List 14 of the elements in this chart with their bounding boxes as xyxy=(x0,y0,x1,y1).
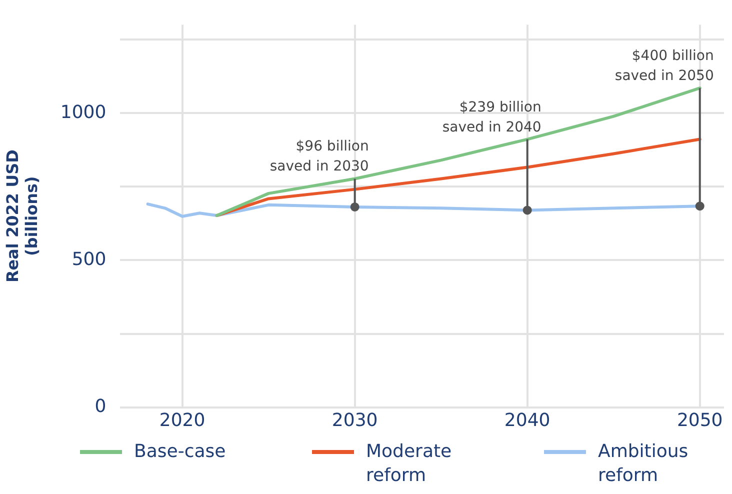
x-tick-label: 2020 xyxy=(159,410,206,431)
y-tick-label: 0 xyxy=(94,396,106,418)
x-tick-label: 2030 xyxy=(332,410,378,431)
x-tick-label: 2050 xyxy=(676,410,723,431)
legend-label: Moderate reform xyxy=(366,440,453,488)
legend-label: Ambitious reform xyxy=(598,440,690,488)
annotation: $96 billion saved in 2030 xyxy=(270,138,369,175)
annotation: $239 billion saved in 2040 xyxy=(442,99,542,136)
y-tick-label: 1000 xyxy=(60,102,106,123)
x-tick-label: 2040 xyxy=(504,410,550,431)
y-axis-title: Real 2022 USD (billions) xyxy=(2,150,41,283)
y-tick-label: 500 xyxy=(72,248,106,270)
annotation: $400 billion saved in 2050 xyxy=(614,48,714,84)
legend-label: Base-case xyxy=(134,440,227,464)
